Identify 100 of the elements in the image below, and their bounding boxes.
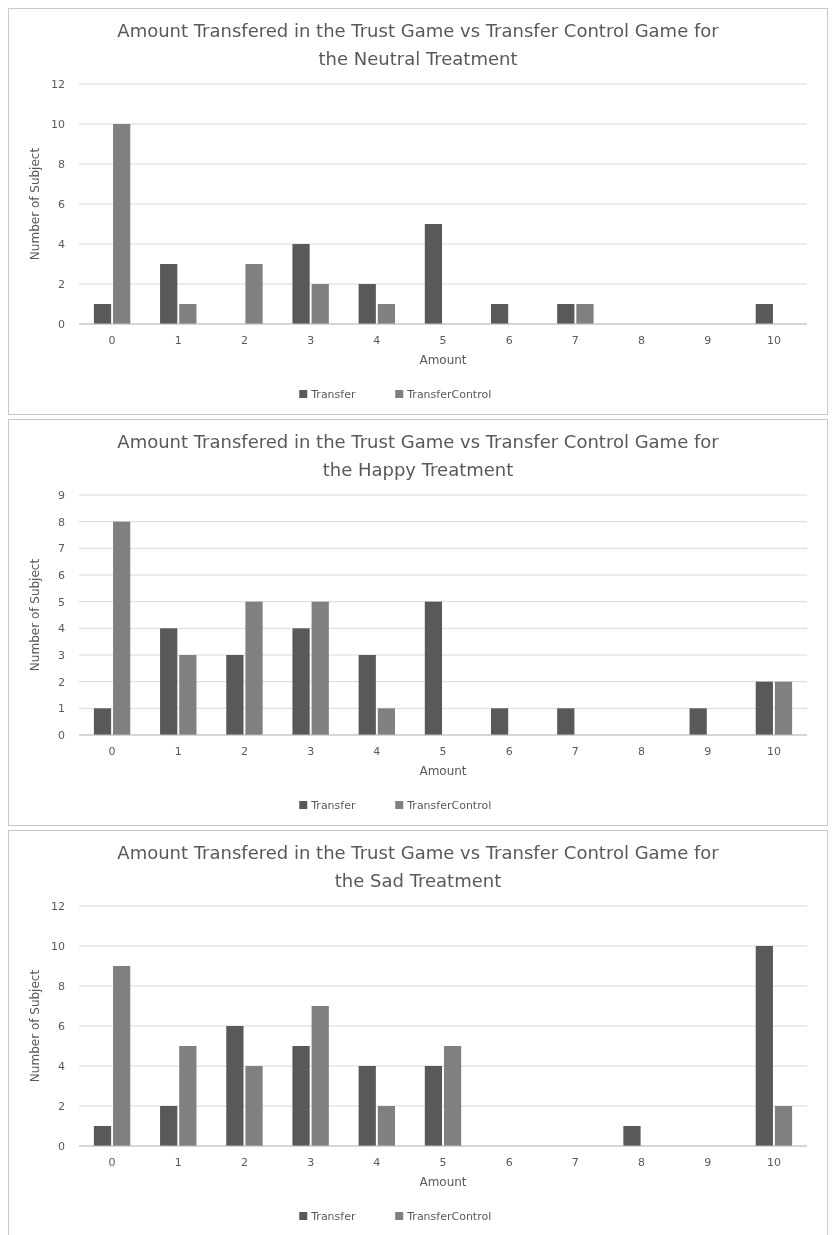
x-axis-title: Amount [419, 764, 467, 778]
bar [160, 628, 178, 735]
bar [245, 601, 263, 735]
bar [490, 304, 509, 324]
x-tick-label: 5 [439, 1156, 447, 1169]
legend-label: Transfer [310, 388, 356, 401]
x-tick-label: 5 [439, 745, 447, 758]
x-tick-label: 8 [638, 745, 646, 758]
y-tick-label: 10 [51, 939, 65, 953]
x-tick-label: 8 [638, 1156, 646, 1169]
bar [358, 1066, 376, 1146]
y-tick-label: 2 [58, 675, 65, 689]
bar [93, 1126, 112, 1146]
bar [623, 1126, 641, 1146]
bar [377, 708, 396, 735]
x-tick-label: 0 [108, 1156, 116, 1169]
x-tick-label: 9 [704, 745, 712, 758]
y-tick-label: 3 [58, 648, 65, 662]
bar [292, 628, 310, 735]
bar [377, 304, 396, 324]
legend-label: Transfer [310, 1210, 356, 1223]
y-tick-label: 8 [58, 157, 65, 171]
x-tick-label: 4 [373, 745, 381, 758]
bar [311, 284, 329, 324]
y-tick-label: 4 [58, 237, 65, 251]
x-tick-label: 2 [240, 1156, 248, 1169]
chart-title: Amount Transfered in the Trust Game vs Transfer Control Game for the Neutral Treatment [117, 20, 720, 69]
bar [443, 1046, 462, 1146]
bar [245, 264, 263, 324]
x-tick-label: 10 [766, 334, 781, 347]
legend-label: TransferControl [406, 799, 492, 812]
x-tick-label: 8 [638, 334, 646, 347]
bar [557, 708, 575, 735]
bar [377, 1106, 396, 1146]
chart-title: Amount Transfered in the Trust Game vs Transfer Control Game for the Sad Treatment [117, 842, 720, 891]
y-tick-label: 6 [58, 1019, 65, 1033]
y-tick-label: 0 [58, 728, 65, 742]
bar [93, 708, 112, 735]
y-tick-label: 8 [58, 515, 65, 529]
y-tick-label: 1 [58, 702, 65, 716]
bar [245, 1066, 263, 1146]
bar [93, 304, 112, 324]
y-tick-label: 6 [58, 197, 65, 211]
bar [424, 224, 443, 324]
x-axis-title: Amount [419, 353, 467, 367]
bar [774, 681, 793, 735]
bar [113, 966, 131, 1146]
y-tick-label: 4 [58, 1059, 65, 1073]
x-tick-label: 10 [766, 1156, 781, 1169]
x-tick-label: 6 [505, 745, 513, 758]
legend-label: Transfer [310, 799, 356, 812]
bar [160, 264, 178, 324]
bar [160, 1106, 178, 1146]
bar [576, 304, 594, 324]
y-tick-label: 6 [58, 568, 65, 582]
x-tick-label: 4 [373, 1156, 381, 1169]
legend-label: TransferControl [406, 388, 492, 401]
y-tick-label: 12 [51, 899, 65, 913]
x-tick-label: 5 [439, 334, 447, 347]
bar [689, 708, 707, 735]
bar [755, 304, 773, 324]
bar [424, 601, 443, 735]
bar [424, 1066, 443, 1146]
x-tick-label: 0 [108, 745, 116, 758]
bar [358, 655, 376, 735]
x-tick-label: 1 [174, 334, 182, 347]
x-tick-label: 4 [373, 334, 381, 347]
x-tick-label: 10 [766, 745, 781, 758]
x-tick-label: 7 [571, 745, 579, 758]
x-tick-label: 7 [571, 1156, 579, 1169]
x-tick-label: 9 [704, 1156, 712, 1169]
bar [755, 681, 773, 735]
y-tick-label: 8 [58, 979, 65, 993]
x-tick-label: 3 [307, 745, 315, 758]
y-tick-label: 5 [58, 595, 65, 609]
bar [774, 1106, 793, 1146]
bar [358, 284, 376, 324]
legend-label: TransferControl [406, 1210, 492, 1223]
bar [292, 244, 310, 324]
x-tick-label: 3 [307, 334, 315, 347]
x-tick-label: 6 [505, 1156, 513, 1169]
y-tick-label: 12 [51, 77, 65, 91]
y-tick-label: 7 [58, 542, 65, 556]
bar [557, 304, 575, 324]
bar [755, 946, 773, 1146]
bar [179, 304, 197, 324]
x-tick-label: 2 [240, 334, 248, 347]
bar [311, 1006, 329, 1146]
x-tick-label: 6 [505, 334, 513, 347]
y-tick-label: 2 [58, 1099, 65, 1113]
y-tick-label: 0 [58, 317, 65, 331]
y-tick-label: 2 [58, 277, 65, 291]
y-tick-label: 0 [58, 1139, 65, 1153]
bar [490, 708, 509, 735]
bar [113, 124, 131, 324]
y-axis-title: Number of Subject [28, 558, 42, 672]
x-tick-label: 3 [307, 1156, 315, 1169]
y-tick-label: 4 [58, 622, 65, 636]
bar [226, 1026, 244, 1146]
bar [113, 521, 131, 735]
